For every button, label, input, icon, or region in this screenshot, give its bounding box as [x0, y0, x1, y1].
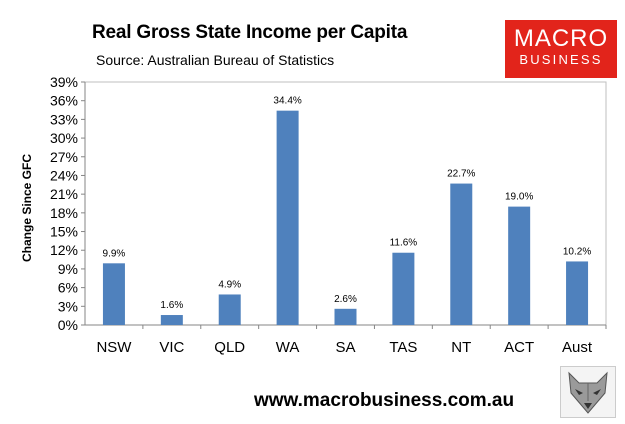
y-tick-label: 6% [58, 280, 78, 296]
footer-url[interactable]: www.macrobusiness.com.au [254, 390, 515, 411]
x-tick-label: WA [276, 339, 300, 356]
y-tick-label: 0% [58, 317, 78, 333]
x-tick-label: NSW [96, 339, 132, 356]
y-tick-label: 36% [50, 93, 78, 109]
data-label: 10.2% [563, 246, 591, 257]
data-label: 4.9% [218, 279, 241, 290]
data-label: 19.0% [505, 192, 533, 203]
y-tick-label: 9% [58, 261, 78, 277]
data-label: 1.6% [160, 300, 183, 311]
data-label: 34.4% [273, 96, 301, 107]
chart-title: Real Gross State Income per Capita [92, 22, 408, 43]
y-tick-label: 21% [50, 186, 78, 202]
macrobusiness-logo: MACRO BUSINESS [505, 20, 617, 78]
bar-qld [218, 294, 241, 325]
bar-wa [276, 110, 299, 326]
x-tick-label: SA [335, 339, 355, 356]
y-tick-label: 33% [50, 111, 78, 127]
x-tick-label: ACT [504, 339, 534, 356]
x-tick-label: VIC [159, 339, 184, 356]
logo-line-2: BUSINESS [519, 52, 603, 67]
y-tick-label: 15% [50, 224, 78, 240]
data-label: 22.7% [447, 169, 475, 180]
y-tick-label: 27% [50, 149, 78, 165]
y-tick-label: 3% [58, 298, 78, 314]
chart-subtitle: Source: Australian Bureau of Statistics [96, 52, 335, 68]
x-tick-label: QLD [214, 339, 245, 356]
y-tick-label: 39% [50, 74, 78, 90]
bar-sa [334, 308, 357, 325]
bar-nt [450, 183, 473, 325]
y-tick-label: 12% [50, 242, 78, 258]
data-label: 2.6% [334, 294, 357, 305]
data-label: 9.9% [103, 248, 126, 259]
logo-line-1: MACRO [513, 25, 609, 52]
bar-act [508, 206, 531, 325]
data-label: 11.6% [390, 238, 418, 249]
bar-nsw [102, 263, 125, 325]
y-tick-label: 18% [50, 205, 78, 221]
bar-tas [392, 252, 415, 325]
y-tick-label: 24% [50, 167, 78, 183]
x-tick-label: Aust [562, 339, 593, 356]
bar-aust [566, 261, 589, 325]
x-tick-label: NT [451, 339, 471, 356]
y-tick-label: 30% [50, 130, 78, 146]
bar-vic [160, 315, 183, 325]
x-tick-label: TAS [389, 339, 417, 356]
wolf-head-icon [560, 366, 616, 418]
